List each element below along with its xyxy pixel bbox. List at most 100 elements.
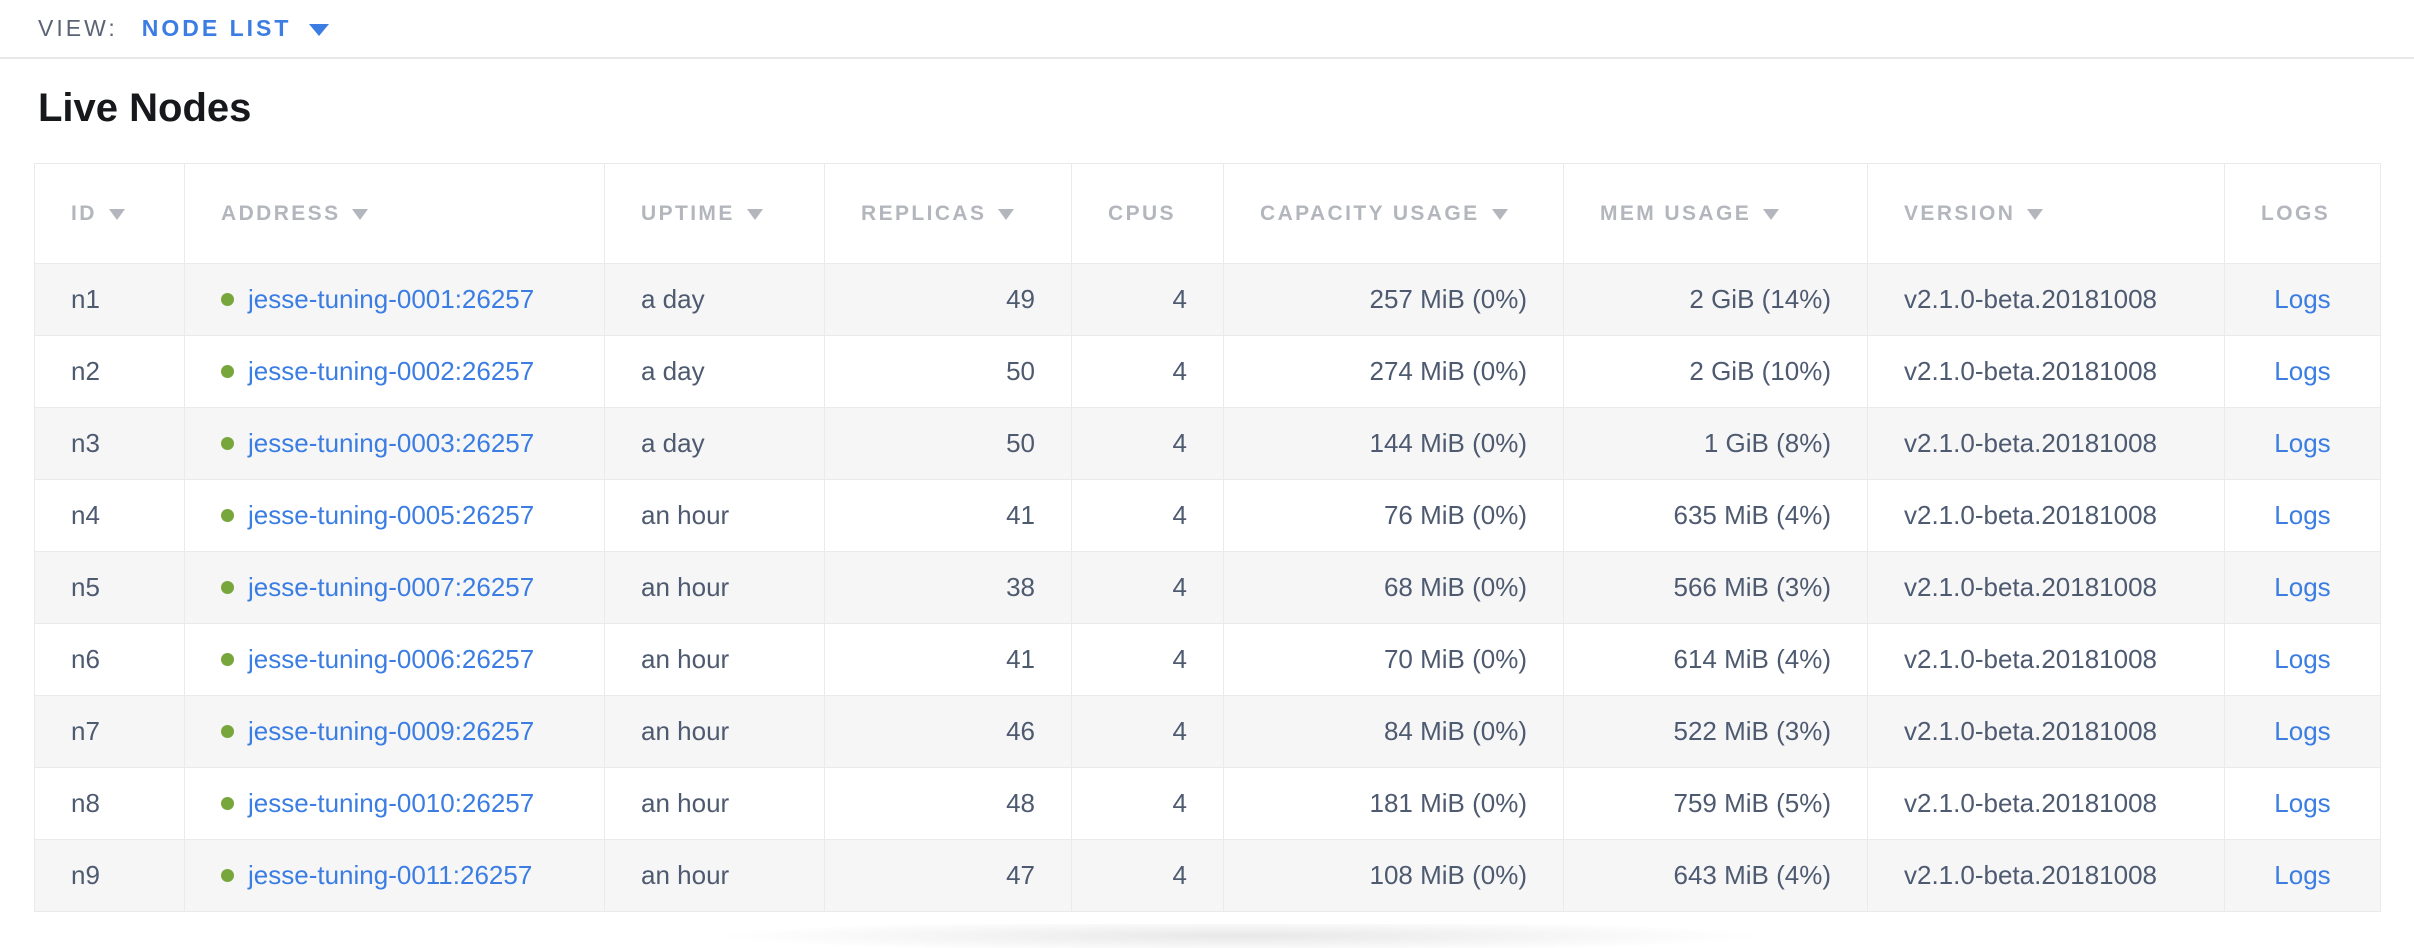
node-replicas-cell: 50	[824, 407, 1072, 480]
node-cpus-cell: 4	[1071, 623, 1224, 696]
node-address-cell: jesse-tuning-0010:26257	[184, 767, 605, 840]
chevron-down-icon	[309, 24, 330, 36]
table-header-row: ID ADDRESS UPTIME REPLICAS CPUS CAPACITY USAG…	[34, 163, 2381, 264]
column-header-label: VERSION	[1904, 201, 2016, 225]
node-logs-cell: Logs	[2224, 767, 2381, 840]
live-nodes-table: ID ADDRESS UPTIME REPLICAS CPUS CAPACITY USAG…	[34, 163, 2381, 912]
node-address-link[interactable]: jesse-tuning-0003:26257	[248, 428, 535, 458]
node-logs-cell: Logs	[2224, 263, 2381, 336]
node-address-cell: jesse-tuning-0011:26257	[184, 839, 605, 912]
node-capacity-cell: 144 MiB (0%)	[1223, 407, 1564, 480]
green-dot-live-icon	[221, 293, 234, 306]
node-replicas-cell: 46	[824, 695, 1072, 768]
node-version-cell: v2.1.0-beta.20181008	[1867, 479, 2225, 552]
next-section-shadow	[545, 924, 1935, 948]
green-dot-live-icon	[221, 725, 234, 738]
node-id-cell: n5	[34, 551, 185, 624]
node-version-cell: v2.1.0-beta.20181008	[1867, 335, 2225, 408]
column-header-label: ID	[71, 201, 97, 225]
view-selected-value: NODE LIST	[141, 15, 292, 41]
node-replicas-cell: 48	[824, 767, 1072, 840]
node-capacity-cell: 274 MiB (0%)	[1223, 335, 1564, 408]
green-dot-live-icon	[221, 653, 234, 666]
node-logs-cell: Logs	[2224, 551, 2381, 624]
view-selector[interactable]: NODE LIST	[142, 15, 330, 42]
node-id-cell: n2	[34, 335, 185, 408]
node-capacity-cell: 70 MiB (0%)	[1223, 623, 1564, 696]
node-address-cell: jesse-tuning-0006:26257	[184, 623, 605, 696]
node-mem-cell: 566 MiB (3%)	[1563, 551, 1868, 624]
node-address-link[interactable]: jesse-tuning-0006:26257	[248, 644, 535, 674]
column-header-label: ADDRESS	[221, 201, 341, 225]
node-logs-cell: Logs	[2224, 839, 2381, 912]
logs-link[interactable]: Logs	[2274, 428, 2331, 458]
column-header-label: CPUS	[1108, 201, 1176, 225]
logs-link[interactable]: Logs	[2274, 356, 2331, 386]
column-header-address[interactable]: ADDRESS	[184, 163, 605, 264]
node-replicas-cell: 49	[824, 263, 1072, 336]
logs-link[interactable]: Logs	[2274, 572, 2331, 602]
node-uptime-cell: an hour	[604, 623, 825, 696]
sort-desc-triangle-icon	[2027, 208, 2044, 220]
node-id-cell: n8	[34, 767, 185, 840]
sort-desc-triangle-icon	[352, 208, 369, 220]
node-address-link[interactable]: jesse-tuning-0010:26257	[248, 788, 535, 818]
node-id-cell: n1	[34, 263, 185, 336]
node-address-cell: jesse-tuning-0009:26257	[184, 695, 605, 768]
node-capacity-cell: 76 MiB (0%)	[1223, 479, 1564, 552]
sort-desc-triangle-icon	[746, 208, 763, 220]
logs-link[interactable]: Logs	[2274, 860, 2331, 890]
logs-link[interactable]: Logs	[2274, 284, 2331, 314]
node-uptime-cell: an hour	[604, 695, 825, 768]
column-header-label: MEM USAGE	[1600, 201, 1752, 225]
node-capacity-cell: 108 MiB (0%)	[1223, 839, 1564, 912]
column-header-capacity[interactable]: CAPACITY USAGE	[1223, 163, 1564, 264]
node-id-cell: n3	[34, 407, 185, 480]
node-address-cell: jesse-tuning-0001:26257	[184, 263, 605, 336]
node-logs-cell: Logs	[2224, 407, 2381, 480]
logs-link[interactable]: Logs	[2274, 716, 2331, 746]
node-logs-cell: Logs	[2224, 335, 2381, 408]
green-dot-live-icon	[221, 509, 234, 522]
column-header-cpus: CPUS	[1071, 163, 1224, 264]
column-header-id[interactable]: ID	[34, 163, 185, 264]
column-header-label: LOGS	[2261, 201, 2331, 225]
node-replicas-cell: 41	[824, 623, 1072, 696]
node-capacity-cell: 68 MiB (0%)	[1223, 551, 1564, 624]
table-row: n9 jesse-tuning-0011:26257 an hour 47 4 108 M…	[34, 839, 2381, 912]
sort-desc-triangle-icon	[998, 208, 1015, 220]
node-cpus-cell: 4	[1071, 767, 1224, 840]
view-label: VIEW:	[38, 15, 118, 41]
node-version-cell: v2.1.0-beta.20181008	[1867, 767, 2225, 840]
node-address-link[interactable]: jesse-tuning-0009:26257	[248, 716, 535, 746]
node-logs-cell: Logs	[2224, 695, 2381, 768]
node-version-cell: v2.1.0-beta.20181008	[1867, 839, 2225, 912]
green-dot-live-icon	[221, 869, 234, 882]
logs-link[interactable]: Logs	[2274, 788, 2331, 818]
node-mem-cell: 614 MiB (4%)	[1563, 623, 1868, 696]
table-row: n2 jesse-tuning-0002:26257 a day 50 4 274 MiB…	[34, 335, 2381, 408]
logs-link[interactable]: Logs	[2274, 644, 2331, 674]
table-row: n8 jesse-tuning-0010:26257 an hour 48 4 181 M…	[34, 767, 2381, 840]
node-address-cell: jesse-tuning-0005:26257	[184, 479, 605, 552]
column-header-version[interactable]: VERSION	[1867, 163, 2225, 264]
sort-desc-triangle-icon	[108, 208, 125, 220]
node-address-link[interactable]: jesse-tuning-0007:26257	[248, 572, 535, 602]
table-row: n4 jesse-tuning-0005:26257 an hour 41 4 76 Mi…	[34, 479, 2381, 552]
node-uptime-cell: an hour	[604, 479, 825, 552]
node-address-link[interactable]: jesse-tuning-0002:26257	[248, 356, 535, 386]
column-header-uptime[interactable]: UPTIME	[604, 163, 825, 264]
node-address-link[interactable]: jesse-tuning-0001:26257	[248, 284, 535, 314]
node-address-link[interactable]: jesse-tuning-0005:26257	[248, 500, 535, 530]
column-header-replicas[interactable]: REPLICAS	[824, 163, 1072, 264]
node-capacity-cell: 181 MiB (0%)	[1223, 767, 1564, 840]
node-cpus-cell: 4	[1071, 839, 1224, 912]
page-title: Live Nodes	[38, 86, 252, 130]
node-replicas-cell: 38	[824, 551, 1072, 624]
table-row: n1 jesse-tuning-0001:26257 a day 49 4 257 MiB…	[34, 263, 2381, 336]
logs-link[interactable]: Logs	[2274, 500, 2331, 530]
node-version-cell: v2.1.0-beta.20181008	[1867, 695, 2225, 768]
column-header-mem[interactable]: MEM USAGE	[1563, 163, 1868, 264]
node-uptime-cell: a day	[604, 407, 825, 480]
node-address-link[interactable]: jesse-tuning-0011:26257	[248, 860, 533, 890]
